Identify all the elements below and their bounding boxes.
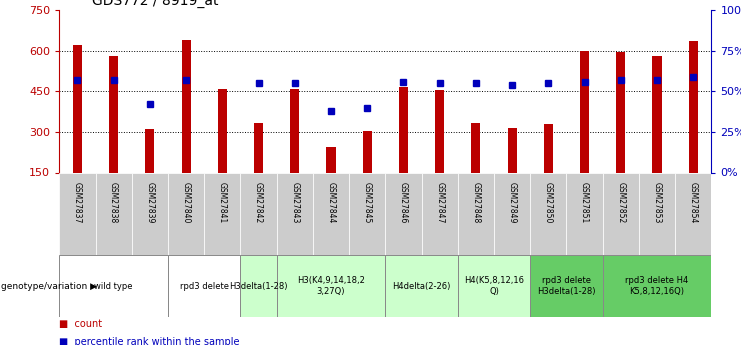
Bar: [458, 255, 531, 317]
Text: genotype/variation ▶: genotype/variation ▶: [1, 282, 97, 291]
Bar: [218, 89, 227, 172]
Text: GSM27847: GSM27847: [435, 183, 444, 224]
Bar: [602, 255, 711, 317]
Bar: [531, 255, 602, 317]
Bar: [653, 56, 662, 172]
Text: GSM27842: GSM27842: [254, 183, 263, 224]
Text: GDS772 / 8919_at: GDS772 / 8919_at: [92, 0, 219, 8]
Text: GSM27841: GSM27841: [218, 183, 227, 224]
Bar: [276, 172, 313, 255]
Bar: [59, 172, 96, 255]
Bar: [96, 172, 132, 255]
Text: ■  percentile rank within the sample: ■ percentile rank within the sample: [59, 337, 240, 345]
Bar: [276, 255, 385, 317]
Text: GSM27843: GSM27843: [290, 183, 299, 224]
Text: GSM27849: GSM27849: [508, 183, 516, 224]
Bar: [602, 172, 639, 255]
Text: GSM27838: GSM27838: [109, 183, 118, 224]
Bar: [385, 255, 458, 317]
Text: GSM27837: GSM27837: [73, 183, 82, 224]
Bar: [688, 41, 698, 172]
Bar: [240, 255, 276, 317]
Bar: [290, 89, 299, 172]
Bar: [385, 172, 422, 255]
Text: GSM27846: GSM27846: [399, 183, 408, 224]
Text: rpd3 delete
H3delta(1-28): rpd3 delete H3delta(1-28): [537, 276, 596, 296]
Bar: [675, 172, 711, 255]
Text: GSM27851: GSM27851: [580, 183, 589, 224]
Bar: [458, 172, 494, 255]
Bar: [168, 255, 240, 317]
Bar: [508, 128, 516, 172]
Bar: [617, 52, 625, 172]
Text: GSM27850: GSM27850: [544, 183, 553, 224]
Bar: [639, 172, 675, 255]
Bar: [471, 122, 480, 172]
Text: H3(K4,9,14,18,2
3,27Q): H3(K4,9,14,18,2 3,27Q): [297, 276, 365, 296]
Bar: [422, 172, 458, 255]
Text: GSM27848: GSM27848: [471, 183, 480, 224]
Bar: [580, 51, 589, 172]
Bar: [349, 172, 385, 255]
Bar: [362, 131, 372, 172]
Text: H4(K5,8,12,16
Q): H4(K5,8,12,16 Q): [464, 276, 524, 296]
Text: H3delta(1-28): H3delta(1-28): [229, 282, 288, 291]
Bar: [59, 255, 168, 317]
Text: GSM27853: GSM27853: [653, 183, 662, 224]
Bar: [205, 172, 240, 255]
Bar: [494, 172, 531, 255]
Bar: [182, 40, 190, 172]
Text: H4delta(2-26): H4delta(2-26): [392, 282, 451, 291]
Text: GSM27840: GSM27840: [182, 183, 190, 224]
Text: ■  count: ■ count: [59, 319, 102, 329]
Bar: [435, 90, 444, 172]
Text: rpd3 delete H4
K5,8,12,16Q): rpd3 delete H4 K5,8,12,16Q): [625, 276, 688, 296]
Bar: [327, 147, 336, 172]
Bar: [145, 129, 154, 172]
Bar: [109, 56, 118, 172]
Text: GSM27845: GSM27845: [362, 183, 372, 224]
Bar: [566, 172, 602, 255]
Bar: [254, 122, 263, 172]
Bar: [240, 172, 276, 255]
Bar: [313, 172, 349, 255]
Bar: [544, 124, 553, 172]
Text: GSM27844: GSM27844: [327, 183, 336, 224]
Text: GSM27852: GSM27852: [617, 183, 625, 224]
Bar: [168, 172, 205, 255]
Text: GSM27839: GSM27839: [145, 183, 154, 224]
Bar: [399, 87, 408, 172]
Text: wild type: wild type: [94, 282, 133, 291]
Bar: [132, 172, 168, 255]
Bar: [531, 172, 566, 255]
Text: rpd3 delete: rpd3 delete: [179, 282, 229, 291]
Text: GSM27854: GSM27854: [688, 183, 698, 224]
Bar: [73, 46, 82, 172]
